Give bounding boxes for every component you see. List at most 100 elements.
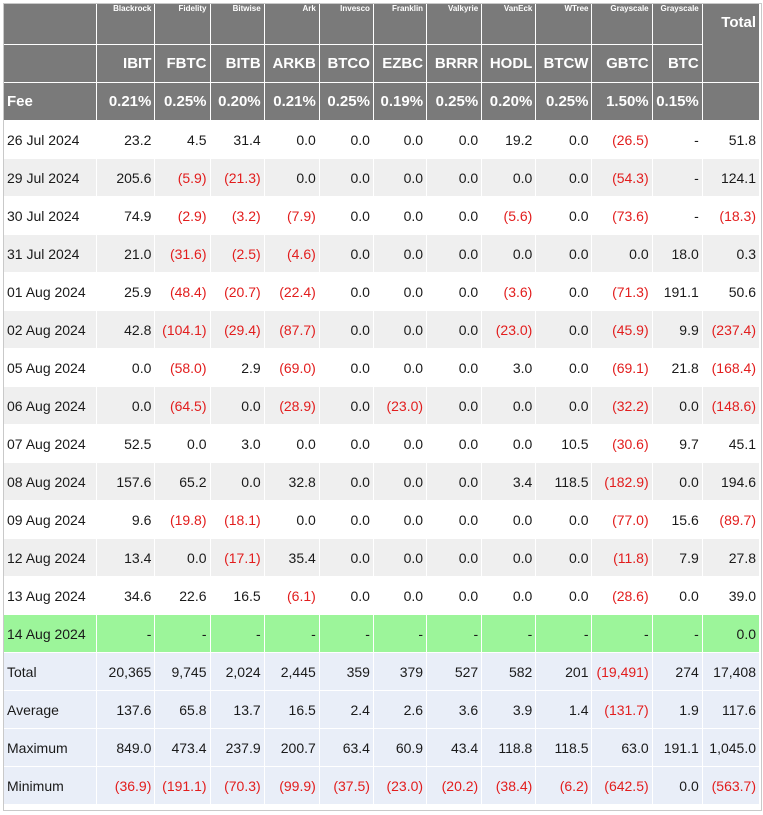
summary-value: 2.4: [319, 691, 374, 729]
summary-label: Average: [4, 691, 98, 729]
flow-value: 0.0: [210, 387, 265, 425]
flow-value: (31.6): [155, 235, 211, 273]
table-row: 29 Jul 2024 205.6 (5.9) (21.3) 0.0 0.0 0.0 0.0 0…: [4, 159, 760, 197]
summary-value: 1.4: [536, 691, 593, 729]
flow-value: 0.0: [427, 311, 483, 349]
row-total: (148.6): [702, 387, 760, 425]
header-corner: [4, 4, 98, 45]
summary-value: (38.4): [482, 767, 537, 805]
flow-value: 0.0: [536, 197, 593, 235]
ticker-header: EZBC: [373, 45, 428, 83]
flow-value: (71.3): [592, 273, 653, 311]
flow-value: 0.0: [319, 273, 374, 311]
summary-value: 359: [319, 653, 374, 691]
flow-value: 16.5: [210, 577, 265, 615]
flow-value: 0.0: [482, 235, 537, 273]
flow-value: (87.7): [264, 311, 320, 349]
flow-value: 0.0: [373, 577, 428, 615]
flow-value: (64.5): [155, 387, 211, 425]
fee-cell: 0.19%: [373, 83, 428, 121]
flow-value: (21.3): [210, 159, 265, 197]
flow-value: 0.0: [536, 577, 593, 615]
flow-value: 0.0: [427, 577, 483, 615]
fee-cell: 0.15%: [652, 83, 703, 121]
summary-value: 237.9: [210, 729, 265, 767]
table-row: 07 Aug 2024 52.5 0.0 3.0 0.0 0.0 0.0 0.0 0.0 10.5…: [4, 425, 760, 463]
flow-value: 0.0: [427, 197, 483, 235]
fee-cell: 0.25%: [427, 83, 483, 121]
flow-value: -: [155, 615, 211, 653]
issuer-header: Grayscale: [652, 4, 703, 45]
fee-header-row: Fee 0.21% 0.25% 0.20% 0.21% 0.25% 0.19% 0.25% 0.…: [4, 83, 760, 121]
flow-value: (69.1): [592, 349, 653, 387]
summary-value: 2,024: [210, 653, 265, 691]
ticker-header: BRRR: [427, 45, 483, 83]
daily-flow-rows: 26 Jul 2024 23.2 4.5 31.4 0.0 0.0 0.0 0.0 19.2 0.…: [4, 121, 760, 653]
row-date: 12 Aug 2024: [4, 539, 98, 577]
summary-value: 849.0: [97, 729, 156, 767]
flow-value: 0.0: [427, 501, 483, 539]
fee-cell: 0.25%: [155, 83, 211, 121]
flow-value: 0.0: [97, 387, 156, 425]
flow-value: 0.0: [373, 349, 428, 387]
flow-value: 74.9: [97, 197, 156, 235]
ticker-header: IBIT: [97, 45, 156, 83]
summary-value: 63.0: [592, 729, 653, 767]
summary-value: (19,491): [592, 653, 653, 691]
flow-value: 0.0: [319, 159, 374, 197]
row-date: 09 Aug 2024: [4, 501, 98, 539]
flow-value: 0.0: [319, 425, 374, 463]
flow-value: (77.0): [592, 501, 653, 539]
flow-value: 22.6: [155, 577, 211, 615]
flow-value: 0.0: [373, 273, 428, 311]
summary-value: 2,445: [264, 653, 320, 691]
fee-total-blank: [702, 83, 760, 121]
fee-cell: 0.20%: [482, 83, 537, 121]
summary-value: (37.5): [319, 767, 374, 805]
row-date: 06 Aug 2024: [4, 387, 98, 425]
row-total: 50.6: [702, 273, 760, 311]
flow-value: 0.0: [319, 501, 374, 539]
flow-value: 34.6: [97, 577, 156, 615]
etf-flow-table: Blackrock Fidelity Bitwise Ark Invesco Frankl…: [4, 4, 760, 805]
flow-value: 0.0: [536, 159, 593, 197]
flow-value: 0.0: [482, 539, 537, 577]
row-total: (237.4): [702, 311, 760, 349]
summary-value: 200.7: [264, 729, 320, 767]
flow-value: 0.0: [482, 501, 537, 539]
table-row: 13 Aug 2024 34.6 22.6 16.5 (6.1) 0.0 0.0 0.0 0.0…: [4, 577, 760, 615]
summary-value: 201: [536, 653, 593, 691]
flow-value: 0.0: [427, 273, 483, 311]
ticker-header: HODL: [482, 45, 537, 83]
flow-value: 0.0: [427, 425, 483, 463]
summary-value: 137.6: [97, 691, 156, 729]
flow-value: (7.9): [264, 197, 320, 235]
row-date: 01 Aug 2024: [4, 273, 98, 311]
flow-value: (69.0): [264, 349, 320, 387]
flow-value: 0.0: [319, 577, 374, 615]
ticker-header-row: IBIT FBTC BITB ARKB BTCO EZBC BRRR HODL BTCW GBTC…: [4, 45, 760, 83]
flow-value: 15.6: [652, 501, 703, 539]
flow-value: (19.8): [155, 501, 211, 539]
flow-value: 0.0: [373, 539, 428, 577]
table-row: 02 Aug 2024 42.8 (104.1) (29.4) (87.7) 0.0 0.0…: [4, 311, 760, 349]
summary-value: (131.7): [592, 691, 653, 729]
flow-value: 65.2: [155, 463, 211, 501]
flow-value: -: [652, 197, 703, 235]
table-row: 31 Jul 2024 21.0 (31.6) (2.5) (4.6) 0.0 0.0 0.0…: [4, 235, 760, 273]
flow-value: 21.0: [97, 235, 156, 273]
row-total: 51.8: [702, 121, 760, 159]
flow-value: 0.0: [319, 387, 374, 425]
table-row: 14 Aug 2024- - - - - - - - - - -0.0: [4, 615, 760, 653]
flow-value: (28.9): [264, 387, 320, 425]
flow-value: 52.5: [97, 425, 156, 463]
flow-value: 0.0: [319, 311, 374, 349]
flow-value: 0.0: [264, 425, 320, 463]
row-total: 27.8: [702, 539, 760, 577]
flow-value: (28.6): [592, 577, 653, 615]
flow-value: (4.6): [264, 235, 320, 273]
flow-value: 0.0: [427, 539, 483, 577]
row-total: 0.0: [702, 615, 760, 653]
flow-value: (18.1): [210, 501, 265, 539]
table-row: 06 Aug 2024 0.0 (64.5) 0.0 (28.9) 0.0 (23.0) 0.…: [4, 387, 760, 425]
